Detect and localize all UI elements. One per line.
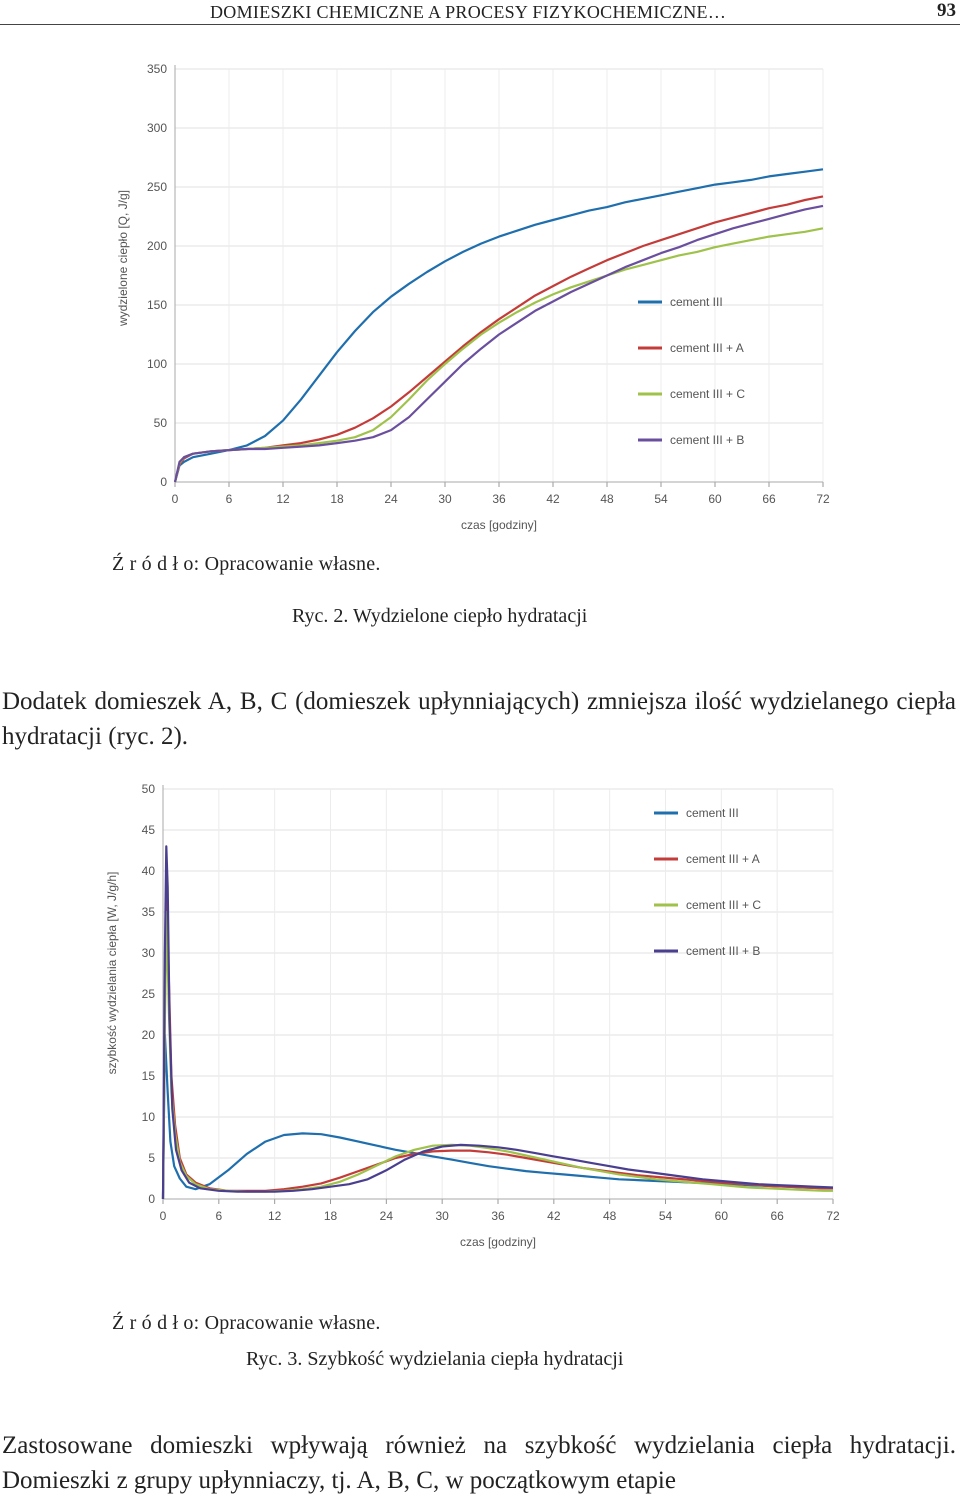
y-tick-label: 20 — [142, 1028, 156, 1042]
x-tick-label: 12 — [268, 1209, 282, 1223]
x-tick-label: 6 — [226, 492, 233, 506]
y-axis-label: wydzielone ciepło [Q, J/g] — [116, 190, 130, 327]
y-tick-label: 100 — [147, 357, 167, 371]
legend-label: cement III — [686, 806, 739, 820]
y-tick-label: 200 — [147, 239, 167, 253]
x-tick-label: 30 — [435, 1209, 449, 1223]
legend-label: cement III + A — [686, 852, 760, 866]
x-tick-label: 30 — [438, 492, 452, 506]
y-tick-label: 0 — [160, 475, 167, 489]
y-tick-label: 150 — [147, 298, 167, 312]
x-tick-label: 48 — [603, 1209, 617, 1223]
chart-heat-released: 0 50 100 150 200 250 300 350 0 6 12 18 24 30 36 42 48 54 6… — [0, 40, 960, 540]
x-tick-label: 72 — [826, 1209, 840, 1223]
page-number: 93 — [937, 0, 956, 21]
y-tick-label: 30 — [142, 946, 156, 960]
x-tick-label: 36 — [491, 1209, 505, 1223]
paragraph-1: Dodatek domieszek A, B, C (domieszek upł… — [2, 688, 956, 750]
legend-label: cement III — [670, 295, 723, 309]
x-tick-label: 42 — [547, 1209, 561, 1223]
x-tick-label: 6 — [215, 1209, 222, 1223]
source-note-2: Ź r ó d ł o: Opracowanie własne. — [112, 1312, 381, 1334]
x-axis-label: czas [godziny] — [460, 1235, 536, 1249]
x-tick-label: 60 — [708, 492, 722, 506]
series-line-3 — [161, 910, 833, 1200]
x-tick-label: 54 — [659, 1209, 673, 1223]
legend-label: cement III + A — [670, 341, 744, 355]
running-header: DOMIESZKI CHEMICZNE A PROCESY FIZYKOCHEM… — [0, 0, 960, 25]
series-line-4 — [161, 845, 834, 1200]
y-axis-label: szybkość wydzielania ciepła [W, J/g/h] — [105, 872, 119, 1075]
x-tick-label: 24 — [384, 492, 398, 506]
y-tick-label: 45 — [142, 823, 156, 837]
source-note-1: Ź r ó d ł o: Opracowanie własne. — [112, 553, 381, 575]
y-tick-label: 50 — [142, 782, 156, 796]
figure-caption-2: Ryc. 2. Wydzielone ciepło hydratacji — [292, 605, 588, 627]
legend-label: cement III + C — [670, 387, 745, 401]
x-tick-label: 0 — [172, 492, 179, 506]
series-line-1 — [173, 168, 824, 483]
x-tick-label: 0 — [160, 1209, 167, 1223]
y-tick-label: 50 — [154, 416, 168, 430]
running-header-title: DOMIESZKI CHEMICZNE A PROCESY FIZYKOCHEM… — [210, 2, 727, 22]
chart-heat-rate-svg: 0 5 10 15 20 25 30 35 40 45 50 0 6 12 18 24 30 36 42 48 54 60… — [105, 782, 840, 1249]
series-line-2 — [161, 869, 833, 1200]
x-tick-label: 72 — [816, 492, 830, 506]
legend-label: cement III + B — [686, 944, 760, 958]
chart-heat-released-svg: 0 50 100 150 200 250 300 350 0 6 12 18 24 30 36 42 48 54 6… — [116, 62, 830, 532]
x-tick-label: 42 — [546, 492, 560, 506]
paragraph-2: Zastosowane domieszki wpływają również n… — [2, 1432, 956, 1494]
y-tick-label: 25 — [142, 987, 156, 1001]
figure-caption-3: Ryc. 3. Szybkość wydzielania ciepła hydr… — [246, 1348, 624, 1370]
chart-heat-rate: 0 5 10 15 20 25 30 35 40 45 50 0 6 12 18 24 30 36 42 48 54 60… — [0, 770, 960, 1260]
y-tick-label: 35 — [142, 905, 156, 919]
x-tick-label: 36 — [492, 492, 506, 506]
x-tick-label: 48 — [600, 492, 614, 506]
x-tick-label: 66 — [762, 492, 776, 506]
y-tick-label: 10 — [142, 1110, 156, 1124]
x-tick-label: 18 — [330, 492, 344, 506]
x-tick-label: 60 — [715, 1209, 729, 1223]
y-tick-label: 15 — [142, 1069, 156, 1083]
x-tick-label: 54 — [654, 492, 668, 506]
x-tick-label: 12 — [276, 492, 290, 506]
y-tick-label: 300 — [147, 121, 167, 135]
legend-label: cement III + C — [686, 898, 761, 912]
legend-label: cement III + B — [670, 433, 744, 447]
series-line-4 — [173, 204, 824, 483]
y-tick-label: 40 — [142, 864, 156, 878]
y-tick-label: 250 — [147, 180, 167, 194]
x-tick-label: 24 — [380, 1209, 394, 1223]
y-tick-label: 5 — [148, 1151, 155, 1165]
x-tick-label: 66 — [770, 1209, 784, 1223]
y-tick-label: 350 — [147, 62, 167, 76]
y-tick-label: 0 — [148, 1192, 155, 1206]
x-tick-label: 18 — [324, 1209, 338, 1223]
x-axis-label: czas [godziny] — [461, 518, 537, 532]
